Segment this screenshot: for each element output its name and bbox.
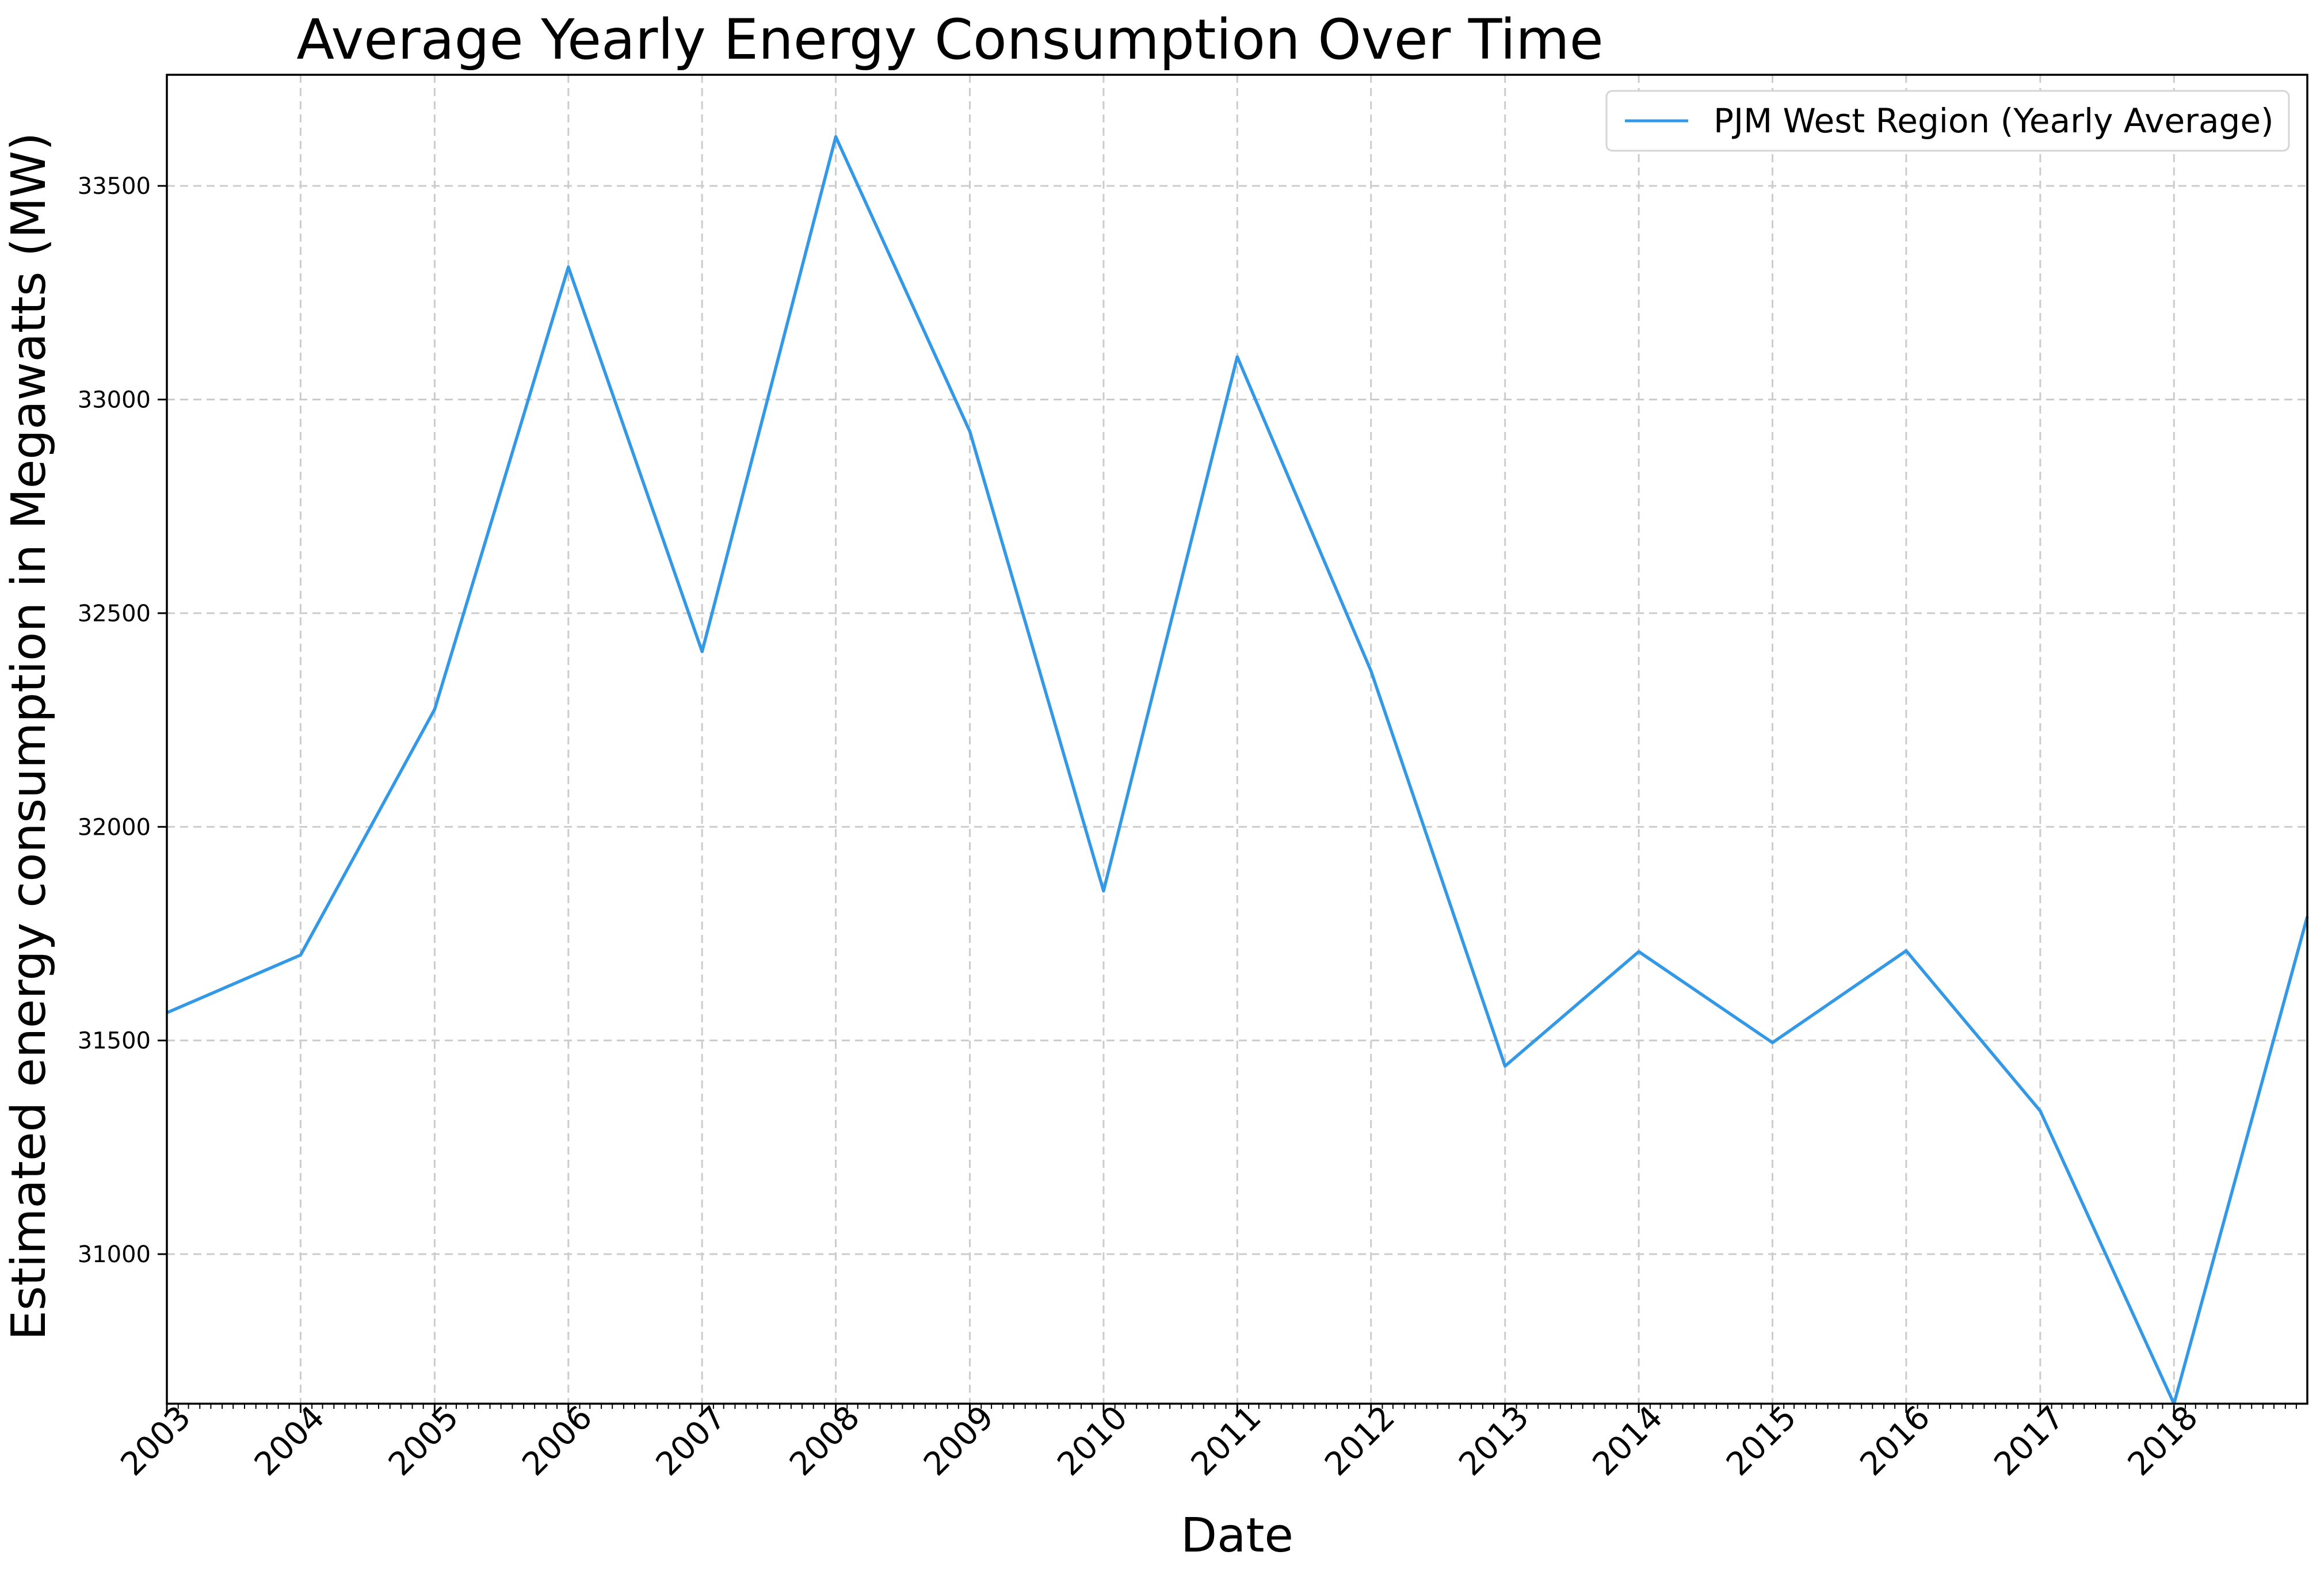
y-tick-label-32000: 32000 — [78, 814, 151, 840]
legend-label-pjm-west: PJM West Region (Yearly Average) — [1714, 101, 2274, 140]
data-point — [1236, 356, 1238, 358]
data-point — [835, 136, 837, 138]
chart-title: Average Yearly Energy Consumption Over T… — [296, 7, 1603, 72]
y-axis: 31000 31500 32000 32500 33000 33500 — [78, 173, 167, 1268]
data-point — [1370, 670, 1372, 672]
y-axis-label: Estimated energy consumption in Megawatt… — [2, 132, 56, 1340]
data-point — [2039, 1110, 2041, 1112]
data-point — [299, 954, 302, 956]
data-point — [701, 651, 703, 653]
legend: PJM West Region (Yearly Average) — [1605, 90, 2290, 152]
data-point — [433, 708, 436, 710]
data-point — [567, 266, 570, 268]
data-point — [969, 430, 971, 433]
y-tick-label-33500: 33500 — [78, 173, 151, 200]
data-point — [1905, 950, 1907, 952]
x-axis-label: Date — [1181, 1508, 1293, 1563]
legend-box — [1605, 90, 2290, 152]
y-tick-label-33000: 33000 — [78, 387, 151, 414]
grid-lines — [166, 75, 2307, 1404]
y-tick-label-31000: 31000 — [78, 1241, 151, 1268]
data-point — [1638, 950, 1640, 953]
data-point — [1771, 1041, 1773, 1044]
y-tick-label-32500: 32500 — [78, 601, 151, 627]
y-tick-label-31500: 31500 — [78, 1028, 151, 1054]
plot-frame — [166, 74, 2308, 1405]
data-point — [1102, 890, 1105, 892]
data-point — [1504, 1065, 1506, 1067]
